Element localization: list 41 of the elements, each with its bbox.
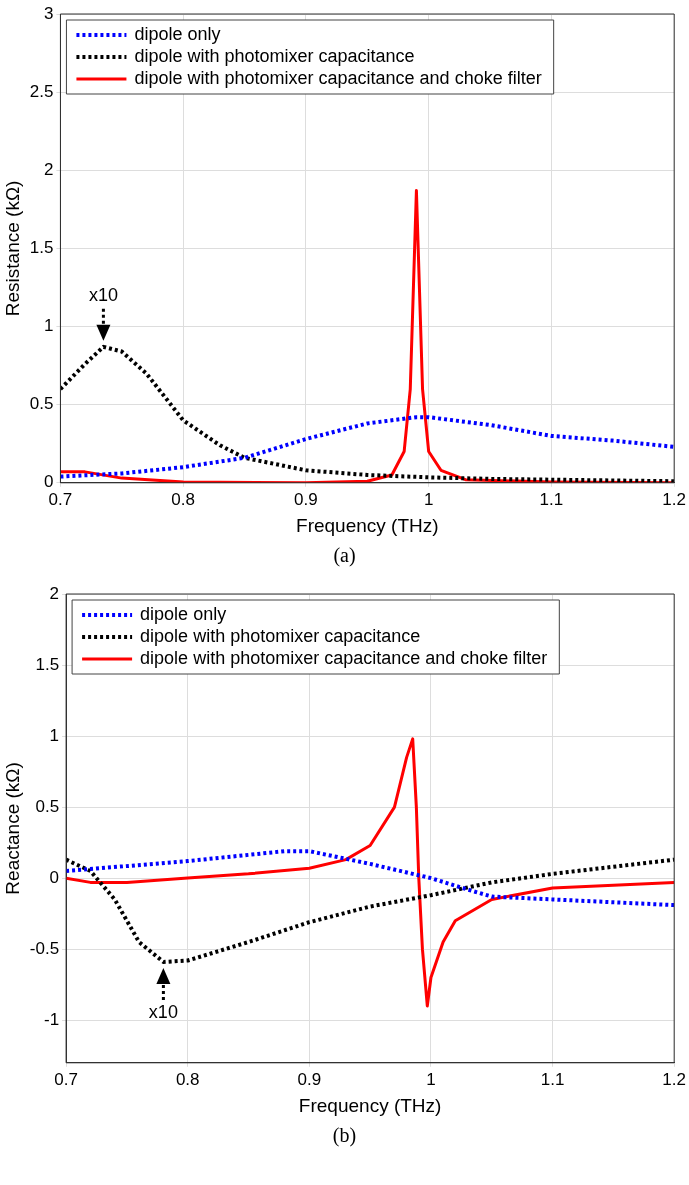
x-tick-label: 1.2: [662, 1069, 686, 1089]
annotation: x10: [88, 284, 118, 305]
x-axis-title: Frequency (THz): [296, 514, 439, 536]
y-tick-label: 1.5: [35, 654, 60, 674]
x-tick-label: 1.1: [540, 1069, 565, 1089]
y-tick-label: 0: [49, 867, 60, 887]
y-tick-label: 1.5: [29, 238, 54, 258]
x-tick-label: 0.9: [297, 1069, 322, 1089]
y-axis-title: Resistance (kΩ): [1, 180, 23, 317]
y-axis-title: Reactance (kΩ): [1, 762, 23, 895]
y-tick-label: 1: [49, 725, 60, 745]
y-tick-label: 3: [43, 3, 54, 23]
legend-label: dipole only: [140, 603, 227, 624]
x-tick-label: 1: [426, 1069, 436, 1089]
line-series: [60, 415, 675, 479]
x-axis-title: Frequency (THz): [298, 1094, 442, 1116]
legend-label: dipole only: [134, 23, 221, 44]
y-tick-label: 2: [49, 583, 60, 603]
x-tick-label: 1.1: [539, 489, 564, 509]
legend-label: dipole with photomixer capacitance and choke filter: [134, 67, 542, 88]
legend-label: dipole with photomixer capacitance: [140, 625, 421, 646]
text: (a): [332, 543, 357, 569]
x-tick-label: 1: [423, 489, 434, 509]
y-tick-label: -1: [43, 1009, 60, 1029]
x-tick-label: 0.9: [294, 489, 318, 509]
y-tick-label: -0.5: [29, 938, 60, 958]
x-tick-label: 1.2: [662, 489, 686, 509]
y-tick-label: 0.5: [35, 796, 60, 816]
x-tick-label: 0.8: [175, 1069, 200, 1089]
y-tick-label: 2.5: [29, 81, 54, 101]
text: (b): [331, 1123, 358, 1149]
x-tick-label: 0.8: [171, 489, 195, 509]
y-tick-label: 0.5: [29, 394, 54, 414]
legend-label: dipole with photomixer capacitance and choke filter: [140, 647, 548, 668]
y-tick-label: 2: [43, 159, 54, 179]
legend-label: dipole with photomixer capacitance: [134, 45, 415, 66]
x-tick-label: 0.7: [48, 489, 73, 509]
x-tick-label: 0.7: [54, 1069, 78, 1089]
annotation: x10: [148, 1001, 178, 1022]
y-tick-label: 1: [43, 316, 54, 336]
y-tick-label: 0: [43, 472, 54, 492]
